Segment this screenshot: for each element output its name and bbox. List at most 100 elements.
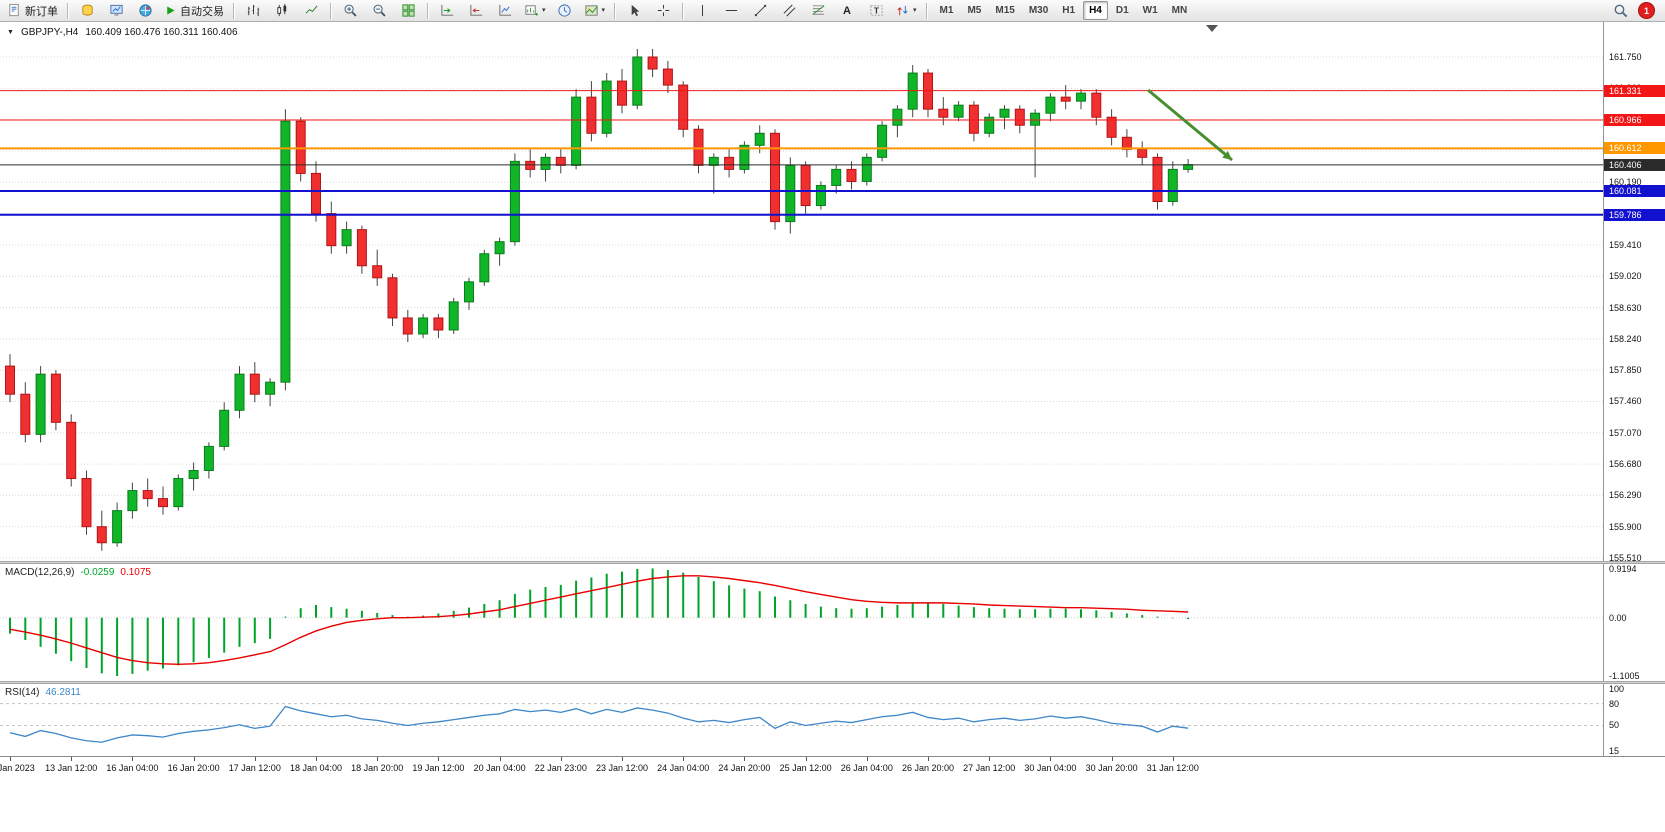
price-axis-label: 157.850 bbox=[1609, 365, 1642, 376]
bar-chart-button[interactable] bbox=[239, 0, 267, 21]
candle bbox=[479, 249, 490, 286]
auto-scroll-button[interactable] bbox=[433, 0, 461, 21]
price-grid bbox=[0, 56, 1603, 559]
candle bbox=[632, 48, 643, 110]
chart-shift-button[interactable] bbox=[462, 0, 490, 21]
candle bbox=[66, 414, 77, 487]
timeframe-button-M5[interactable]: M5 bbox=[967, 5, 982, 16]
candle bbox=[540, 153, 551, 182]
rsi-axis-label: 15 bbox=[1609, 746, 1620, 756]
candle bbox=[968, 101, 979, 142]
candle bbox=[1014, 105, 1025, 134]
candles bbox=[5, 48, 1194, 551]
new-chart-button[interactable]: ▾ bbox=[520, 0, 550, 21]
pane-separator[interactable] bbox=[0, 561, 1665, 564]
time-axis-label: 26 Jan 04:00 bbox=[840, 763, 893, 773]
cursor-button[interactable] bbox=[620, 0, 648, 21]
candle bbox=[815, 181, 826, 210]
pane-separator[interactable] bbox=[0, 681, 1665, 684]
time-tick bbox=[10, 757, 11, 761]
vertical-line-button[interactable] bbox=[688, 0, 716, 21]
candle bbox=[265, 378, 276, 407]
templates-button[interactable]: ▾ bbox=[580, 0, 610, 21]
price-axis-label: 158.240 bbox=[1609, 333, 1642, 344]
candle bbox=[81, 470, 92, 535]
timeframe-button-M15[interactable]: M15 bbox=[995, 5, 1015, 16]
price-axis-label: 157.460 bbox=[1609, 396, 1642, 407]
timeframe-button-M30[interactable]: M30 bbox=[1028, 5, 1049, 16]
candle bbox=[433, 313, 444, 339]
time-axis[interactable]: 12 Jan 2023 13 Jan 12:00 16 Jan 04:00 16 Ja… bbox=[0, 756, 1665, 780]
notification-badge[interactable]: 1 bbox=[1638, 2, 1655, 19]
new-order-label: 新订单 bbox=[25, 5, 58, 18]
candle bbox=[50, 370, 61, 431]
candle bbox=[647, 48, 658, 78]
timeframe-button-H4[interactable]: H4 bbox=[1083, 1, 1108, 20]
timeframe-button-W1[interactable]: W1 bbox=[1142, 5, 1158, 16]
price-axis-label: 161.750 bbox=[1609, 52, 1642, 62]
price-axis-label: 158.630 bbox=[1609, 302, 1642, 313]
auto-scroll-icon bbox=[440, 4, 453, 16]
time-axis-label: 16 Jan 04:00 bbox=[106, 763, 159, 773]
data-window-button[interactable] bbox=[102, 0, 130, 21]
clock-icon bbox=[558, 4, 571, 17]
tile-windows-button[interactable] bbox=[394, 0, 422, 21]
separator bbox=[67, 2, 68, 19]
timeframe-button-H1[interactable]: H1 bbox=[1062, 5, 1076, 16]
candle bbox=[601, 73, 612, 138]
separator bbox=[925, 2, 927, 19]
time-axis-label: 12 Jan 2023 bbox=[0, 763, 35, 773]
collapse-icon[interactable]: ▼ bbox=[7, 29, 14, 36]
crosshair-button[interactable] bbox=[649, 0, 677, 21]
text-label-button[interactable]: T bbox=[862, 0, 890, 21]
price-badge: 159.786 bbox=[1604, 208, 1665, 221]
periods-button[interactable] bbox=[551, 0, 579, 21]
separator bbox=[614, 2, 616, 19]
time-axis-label: 30 Jan 20:00 bbox=[1085, 763, 1138, 773]
candle bbox=[372, 249, 383, 286]
auto-trading-button[interactable]: 自动交易 bbox=[160, 0, 228, 21]
candle bbox=[846, 161, 857, 190]
fibonacci-button[interactable] bbox=[804, 0, 832, 21]
candle bbox=[800, 161, 811, 214]
time-axis-label: 24 Jan 20:00 bbox=[718, 763, 771, 773]
indicators-button[interactable] bbox=[491, 0, 519, 21]
time-axis-label: 20 Jan 04:00 bbox=[473, 763, 526, 773]
timeframe-button-MN[interactable]: MN bbox=[1171, 5, 1188, 16]
search-icon[interactable] bbox=[1613, 3, 1629, 19]
trend-arrow[interactable] bbox=[1147, 88, 1233, 162]
navigator-button[interactable] bbox=[131, 0, 159, 21]
new-order-button[interactable]: 新订单 bbox=[3, 0, 62, 21]
channel-button[interactable] bbox=[775, 0, 803, 21]
macd-pane[interactable] bbox=[0, 564, 1603, 681]
time-tick bbox=[254, 757, 256, 761]
text-tool-icon: A bbox=[843, 4, 851, 17]
price-axis[interactable]: 161.750161.360160.970160.580160.190159.8… bbox=[1603, 22, 1665, 756]
horizontal-line-button[interactable] bbox=[717, 0, 745, 21]
rsi-title: RSI(14) 46.2811 bbox=[5, 687, 81, 698]
line-chart-button[interactable] bbox=[297, 0, 325, 21]
rsi-label: RSI(14) bbox=[5, 687, 40, 698]
timeframe-button-D1[interactable]: D1 bbox=[1115, 5, 1129, 16]
candle bbox=[586, 81, 597, 142]
price-badge: 160.966 bbox=[1604, 113, 1665, 126]
candle bbox=[188, 462, 199, 491]
shapes-button[interactable]: ▾ bbox=[891, 0, 921, 21]
separator bbox=[330, 2, 331, 19]
zoom-out-button[interactable] bbox=[365, 0, 393, 21]
symbol-period-label: GBPJPY-,H4 bbox=[20, 27, 79, 38]
trendline-button[interactable] bbox=[746, 0, 774, 21]
timeframe-button-M1[interactable]: M1 bbox=[939, 5, 954, 16]
market-watch-button[interactable] bbox=[73, 0, 101, 21]
time-axis-label: 22 Jan 23:00 bbox=[534, 763, 587, 773]
rsi-pane[interactable] bbox=[0, 684, 1603, 756]
candlestick-chart-button[interactable] bbox=[268, 0, 296, 21]
price-pane[interactable] bbox=[0, 22, 1603, 561]
text-button[interactable]: A bbox=[833, 0, 861, 21]
channel-icon bbox=[783, 4, 795, 17]
rsi-axis-label: 50 bbox=[1609, 720, 1620, 731]
candlestick-chart-icon bbox=[276, 3, 286, 17]
crosshair-icon bbox=[657, 4, 669, 17]
time-tick bbox=[499, 757, 501, 761]
zoom-in-button[interactable] bbox=[336, 0, 364, 21]
